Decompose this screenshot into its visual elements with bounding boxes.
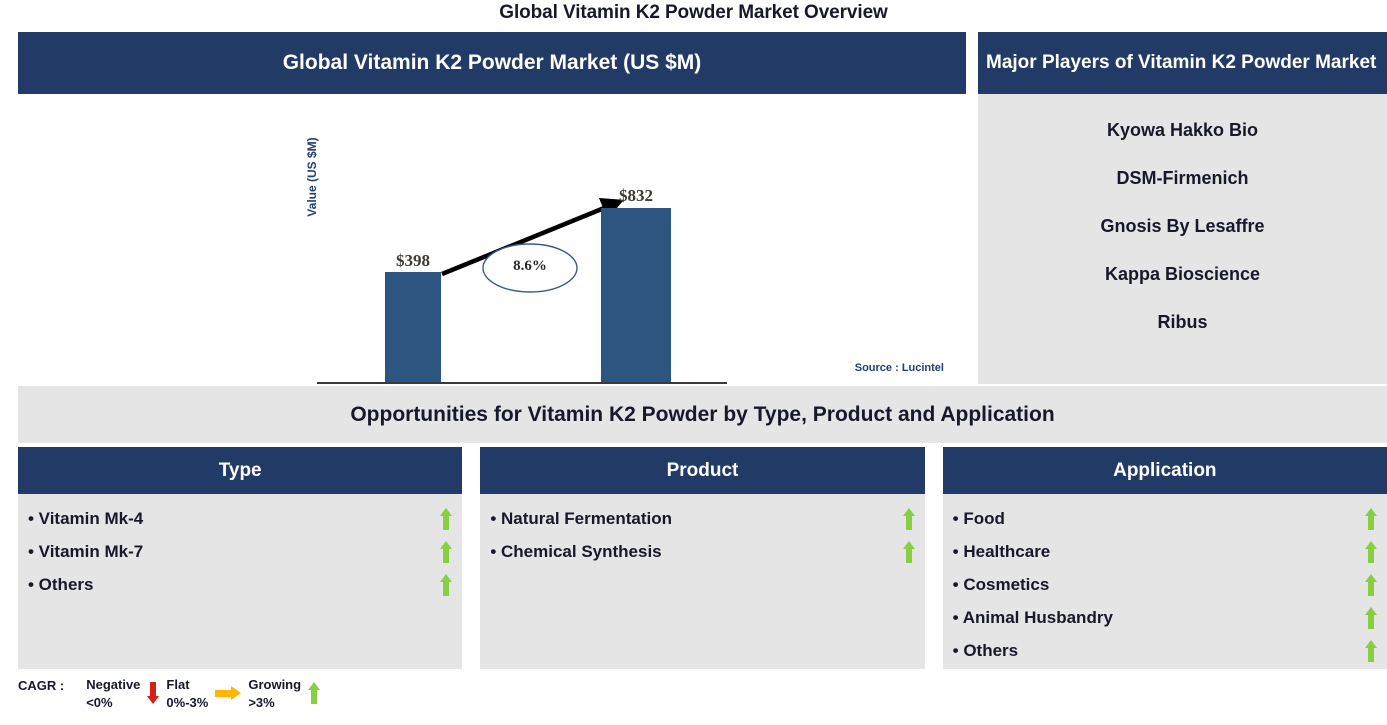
- column-header-application: Application: [942, 447, 1387, 494]
- market-chart-panel: Global Vitamin K2 Powder Market (US $M) …: [18, 32, 966, 407]
- opportunities-banner: Opportunities for Vitamin K2 Powder by T…: [18, 386, 1387, 443]
- list-item-label: • Chemical Synthesis: [490, 541, 662, 561]
- cagr-legend: CAGR : Negative <0% Flat 0%-3% Growing >…: [18, 676, 327, 711]
- bar-2026: [385, 272, 441, 382]
- list-item: • Healthcare: [953, 535, 1377, 568]
- legend-label-flat: Flat: [166, 677, 190, 692]
- legend-icon-negative-wrap: [140, 676, 166, 710]
- source-note: Source : Lucintel: [854, 362, 944, 374]
- legend-entry-growing: Growing >3%: [248, 676, 301, 711]
- list-item: DSM-Firmenich: [1116, 168, 1249, 188]
- column-header-type: Type: [18, 447, 463, 494]
- legend-entry-flat: Flat 0%-3%: [166, 676, 208, 711]
- column-list-application: • Food • Healthcare • Cosmetics • Animal…: [943, 494, 1387, 669]
- arrow-up-green-icon: [1364, 573, 1377, 596]
- arrow-up-green-icon: [440, 573, 453, 596]
- arrow-up-green-icon: [308, 682, 321, 704]
- list-item: • Cosmetics: [953, 568, 1377, 601]
- list-item-label: • Animal Husbandry: [952, 607, 1113, 627]
- list-item-label: • Vitamin Mk-4: [28, 508, 144, 528]
- list-item-label: • Others: [28, 574, 94, 594]
- cagr-value-label: 8.6%: [513, 258, 547, 274]
- list-item: • Food: [953, 502, 1377, 535]
- chart-x-axis: [317, 382, 727, 384]
- list-item-label: • Vitamin Mk-7: [28, 541, 144, 561]
- legend-range-negative: <0%: [86, 694, 113, 710]
- list-item: • Vitamin Mk-7: [28, 535, 453, 568]
- list-item: • Others: [953, 634, 1377, 667]
- cagr-callout-graphic: [441, 197, 625, 293]
- opportunities-columns: Type • Vitamin Mk-4 • Vitamin Mk-7 • Oth…: [18, 447, 1387, 669]
- legend-label-growing: Growing: [248, 677, 302, 692]
- page-title: Global Vitamin K2 Powder Market Overview: [499, 2, 888, 23]
- opportunity-column-application: Application • Food • Healthcare • Cosmet…: [942, 447, 1387, 669]
- arrow-up-green-icon: [440, 507, 453, 530]
- list-item-label: • Cosmetics: [952, 574, 1050, 594]
- bar-2035: [601, 208, 671, 382]
- arrow-up-green-icon: [1364, 639, 1377, 662]
- legend-label-negative: Negative: [86, 677, 141, 692]
- list-item: Ribus: [1157, 312, 1208, 332]
- arrow-up-green-icon: [1364, 540, 1377, 563]
- arrow-right-yellow-icon: [215, 686, 242, 700]
- legend-range-growing: >3%: [248, 694, 275, 710]
- legend-icon-growing-wrap: [301, 676, 327, 710]
- market-bar-chart: Value (US $M) 8.6% $398 $832 2026 2035: [18, 94, 966, 407]
- list-item-label: • Natural Fermentation: [490, 508, 672, 528]
- arrow-up-green-icon: [1364, 606, 1377, 629]
- list-item: Kyowa Hakko Bio: [1106, 120, 1259, 140]
- cagr-legend-title: CAGR :: [18, 678, 65, 693]
- list-item: Gnosis By Lesaffre: [1100, 216, 1265, 236]
- list-item: • Animal Husbandry: [953, 601, 1377, 634]
- legend-icon-flat-wrap: [208, 676, 248, 710]
- list-item: • Natural Fermentation: [490, 502, 915, 535]
- legend-entry-negative: Negative <0%: [86, 676, 140, 711]
- legend-range-flat: 0%-3%: [166, 694, 209, 710]
- list-item: • Vitamin Mk-4: [28, 502, 453, 535]
- arrow-up-green-icon: [440, 540, 453, 563]
- bar-value-2026: $398: [396, 251, 430, 270]
- opportunity-column-type: Type • Vitamin Mk-4 • Vitamin Mk-7 • Oth…: [18, 447, 463, 669]
- list-item-label: • Food: [952, 508, 1005, 528]
- list-item-label: • Others: [952, 640, 1019, 660]
- list-item-label: • Healthcare: [952, 541, 1051, 561]
- column-list-product: • Natural Fermentation • Chemical Synthe…: [480, 494, 924, 669]
- opportunity-column-product: Product • Natural Fermentation • Chemica…: [480, 447, 925, 669]
- market-panel-header: Global Vitamin K2 Powder Market (US $M): [18, 32, 966, 94]
- players-list: Kyowa Hakko Bio DSM-Firmenich Gnosis By …: [978, 94, 1387, 346]
- major-players-panel: Major Players of Vitamin K2 Powder Marke…: [978, 32, 1387, 384]
- arrow-up-green-icon: [902, 507, 915, 530]
- list-item: • Others: [28, 568, 453, 601]
- bar-value-2035: $832: [619, 186, 653, 205]
- players-panel-header: Major Players of Vitamin K2 Powder Marke…: [978, 32, 1387, 94]
- column-list-type: • Vitamin Mk-4 • Vitamin Mk-7 • Others: [18, 494, 462, 669]
- arrow-up-green-icon: [1364, 507, 1377, 530]
- arrow-down-red-icon: [147, 682, 160, 704]
- arrow-up-green-icon: [902, 540, 915, 563]
- list-item: • Chemical Synthesis: [490, 535, 915, 568]
- column-header-product: Product: [480, 447, 925, 494]
- list-item: Kappa Bioscience: [1104, 264, 1261, 284]
